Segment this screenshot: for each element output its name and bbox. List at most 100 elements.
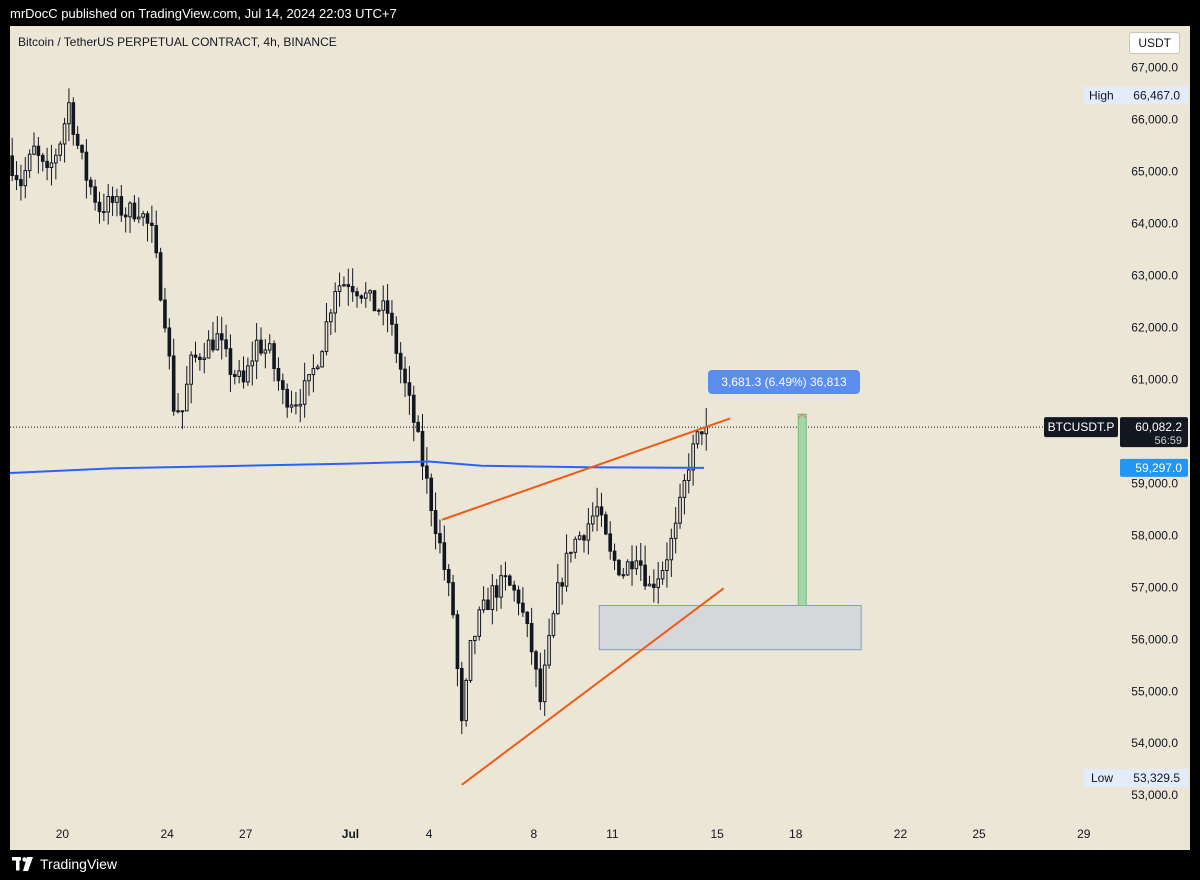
bottom-bar: TradingView xyxy=(0,850,1200,880)
candle-body xyxy=(686,469,691,481)
candle-body xyxy=(643,564,647,587)
x-tick-label: 4 xyxy=(426,827,433,841)
candle-body xyxy=(84,151,89,181)
candle-body xyxy=(342,284,346,287)
low-marker xyxy=(1084,769,1188,788)
candle-body xyxy=(49,162,54,168)
moving-average-tag xyxy=(1120,458,1188,477)
candle-body xyxy=(481,599,486,611)
candle-body xyxy=(198,356,202,360)
candle-body xyxy=(652,583,656,589)
candle-body xyxy=(40,154,45,162)
currency-button[interactable]: USDT xyxy=(1129,32,1180,54)
candle-body xyxy=(477,609,482,637)
y-tick-label: 62,000.0 xyxy=(1131,320,1178,334)
candle-body xyxy=(608,533,613,552)
candle-body xyxy=(106,196,111,213)
symbol-tag-label: BTCUSDT.P xyxy=(1048,420,1115,434)
candle-body xyxy=(612,550,617,561)
candle-body xyxy=(656,578,661,589)
candle-body xyxy=(359,295,364,299)
x-tick-label: 29 xyxy=(1077,827,1091,841)
candle-body xyxy=(350,286,355,293)
candle-body xyxy=(241,370,246,383)
lower-trendline xyxy=(461,587,725,786)
candle-body xyxy=(499,575,503,598)
candle-body xyxy=(324,321,329,353)
y-tick-label: 55,000.0 xyxy=(1131,684,1178,698)
candle-body xyxy=(425,465,429,479)
candle-body xyxy=(189,354,193,385)
x-tick-label: 18 xyxy=(789,827,803,841)
candle-body xyxy=(228,348,233,376)
y-tick-label: 61,000.0 xyxy=(1131,372,1178,386)
tradingview-logo[interactable]: TradingView xyxy=(12,856,117,872)
candle-body xyxy=(394,323,399,354)
support-zone xyxy=(598,605,862,651)
candle-body xyxy=(665,559,669,572)
candle-body xyxy=(695,431,700,445)
y-tick-label: 65,000.0 xyxy=(1131,165,1178,179)
low-value: 53,329.5 xyxy=(1133,771,1180,785)
candle-body xyxy=(429,477,434,512)
candle-body xyxy=(451,582,455,616)
candle-body xyxy=(184,383,189,412)
candle-body xyxy=(320,351,324,368)
candle-body xyxy=(180,410,185,413)
candle-body xyxy=(250,360,255,367)
moving-average-line xyxy=(10,460,705,474)
candle-body xyxy=(669,537,674,561)
x-tick-label: 25 xyxy=(972,827,986,841)
candle-body xyxy=(638,560,643,566)
candle-body xyxy=(459,668,464,722)
candle-body xyxy=(582,535,586,541)
upper-trendline xyxy=(441,417,731,521)
candle-body xyxy=(438,533,442,544)
last-price-tag xyxy=(1120,417,1188,448)
candle-body xyxy=(660,570,665,580)
x-tick-label: 24 xyxy=(160,827,174,841)
candle-body xyxy=(10,155,14,177)
candle-body xyxy=(276,367,281,382)
chart-panel[interactable]: 53,000.0 54,000.0 55,000.0 56,000.0 57,000.0… xyxy=(10,26,1190,850)
y-tick-label: 57,000.0 xyxy=(1131,580,1178,594)
candle-body xyxy=(377,309,381,312)
candle-body xyxy=(315,366,320,370)
candle-body xyxy=(494,585,499,598)
candle-body xyxy=(54,154,58,164)
y-tick-label: 66,000.0 xyxy=(1131,113,1178,127)
candle-body xyxy=(80,144,84,153)
candle-body xyxy=(58,143,63,156)
candle-body xyxy=(534,651,538,670)
candle-body xyxy=(97,201,102,213)
y-tick-label: 58,000.0 xyxy=(1131,528,1178,542)
x-tick-label: 15 xyxy=(710,827,724,841)
candle-body xyxy=(93,186,97,203)
price-chart[interactable]: 53,000.0 54,000.0 55,000.0 56,000.0 57,000.0… xyxy=(10,26,1190,850)
candle-body xyxy=(45,160,49,168)
top-bar: mrDocC published on TradingView.com, Jul… xyxy=(0,0,1200,26)
candle-body xyxy=(128,202,132,218)
price-range-label-box xyxy=(708,370,860,394)
candle-body xyxy=(551,613,556,637)
candle-body xyxy=(455,614,460,670)
candle-body xyxy=(691,443,695,471)
candle-body xyxy=(272,343,276,369)
candle-body xyxy=(211,339,215,351)
candle-body xyxy=(145,213,150,224)
last-price-countdown: 56:59 xyxy=(1154,435,1182,447)
x-tick-label: 22 xyxy=(894,827,908,841)
high-marker xyxy=(1084,86,1188,105)
candle-body xyxy=(390,312,394,325)
tradingview-logo-icon xyxy=(12,857,33,871)
candle-body xyxy=(621,574,626,577)
moving-average-value: 59,297.0 xyxy=(1135,461,1182,475)
y-tick-label: 53,000.0 xyxy=(1131,788,1178,802)
published-caption: mrDocC published on TradingView.com, Jul… xyxy=(10,6,397,21)
candle-body xyxy=(19,179,23,187)
high-label: High xyxy=(1089,88,1114,102)
candle-body xyxy=(682,479,687,498)
candle-body xyxy=(307,374,311,382)
symbol-title: Bitcoin / TetherUS PERPETUAL CONTRACT, 4… xyxy=(18,35,337,49)
candle-body xyxy=(678,496,682,524)
